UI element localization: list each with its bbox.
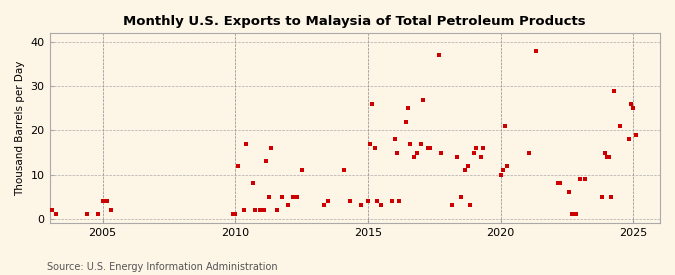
Point: [615, 124, 626, 128]
Point: [630, 133, 641, 137]
Point: [356, 203, 367, 208]
Point: [423, 146, 433, 150]
Point: [570, 212, 581, 216]
Point: [603, 155, 614, 159]
Point: [456, 194, 466, 199]
Point: [367, 102, 378, 106]
Point: [345, 199, 356, 203]
Point: [265, 146, 276, 150]
Point: [447, 203, 458, 208]
Point: [369, 146, 380, 150]
Point: [628, 106, 639, 111]
Point: [531, 49, 541, 53]
Point: [394, 199, 404, 203]
Point: [409, 155, 420, 159]
Point: [579, 177, 590, 181]
Point: [392, 150, 402, 155]
Point: [416, 141, 427, 146]
Point: [601, 155, 612, 159]
Point: [259, 208, 269, 212]
Point: [241, 141, 252, 146]
Point: [524, 150, 535, 155]
Point: [387, 199, 398, 203]
Point: [502, 164, 513, 168]
Point: [272, 208, 283, 212]
Point: [276, 194, 287, 199]
Point: [624, 137, 634, 141]
Point: [433, 53, 444, 57]
Point: [263, 194, 274, 199]
Point: [435, 150, 446, 155]
Point: [51, 212, 61, 216]
Point: [626, 102, 637, 106]
Point: [575, 177, 586, 181]
Point: [288, 194, 298, 199]
Point: [566, 212, 577, 216]
Point: [362, 199, 373, 203]
Point: [564, 190, 574, 194]
Point: [497, 168, 508, 172]
Point: [227, 212, 238, 216]
Point: [608, 89, 619, 93]
Point: [230, 212, 241, 216]
Text: Source: U.S. Energy Information Administration: Source: U.S. Energy Information Administ…: [47, 262, 278, 271]
Point: [471, 146, 482, 150]
Point: [338, 168, 349, 172]
Point: [425, 146, 435, 150]
Point: [248, 181, 259, 186]
Point: [460, 168, 470, 172]
Point: [92, 212, 103, 216]
Point: [292, 194, 302, 199]
Y-axis label: Thousand Barrels per Day: Thousand Barrels per Day: [15, 60, 25, 196]
Point: [250, 208, 261, 212]
Point: [232, 164, 243, 168]
Point: [102, 199, 113, 203]
Point: [319, 203, 329, 208]
Point: [553, 181, 564, 186]
Point: [404, 141, 415, 146]
Point: [597, 194, 608, 199]
Point: [495, 172, 506, 177]
Point: [402, 106, 413, 111]
Point: [254, 208, 265, 212]
Point: [261, 159, 272, 164]
Point: [464, 203, 475, 208]
Point: [283, 203, 294, 208]
Point: [475, 155, 486, 159]
Point: [97, 199, 108, 203]
Point: [469, 150, 480, 155]
Point: [82, 212, 92, 216]
Point: [411, 150, 422, 155]
Point: [365, 141, 376, 146]
Point: [239, 208, 250, 212]
Point: [371, 199, 382, 203]
Point: [451, 155, 462, 159]
Point: [555, 181, 566, 186]
Point: [462, 164, 473, 168]
Point: [296, 168, 307, 172]
Point: [606, 194, 617, 199]
Point: [500, 124, 510, 128]
Point: [376, 203, 387, 208]
Point: [400, 119, 411, 124]
Point: [47, 208, 57, 212]
Point: [418, 97, 429, 102]
Point: [389, 137, 400, 141]
Point: [323, 199, 333, 203]
Point: [478, 146, 489, 150]
Point: [599, 150, 610, 155]
Point: [106, 208, 117, 212]
Title: Monthly U.S. Exports to Malaysia of Total Petroleum Products: Monthly U.S. Exports to Malaysia of Tota…: [124, 15, 586, 28]
